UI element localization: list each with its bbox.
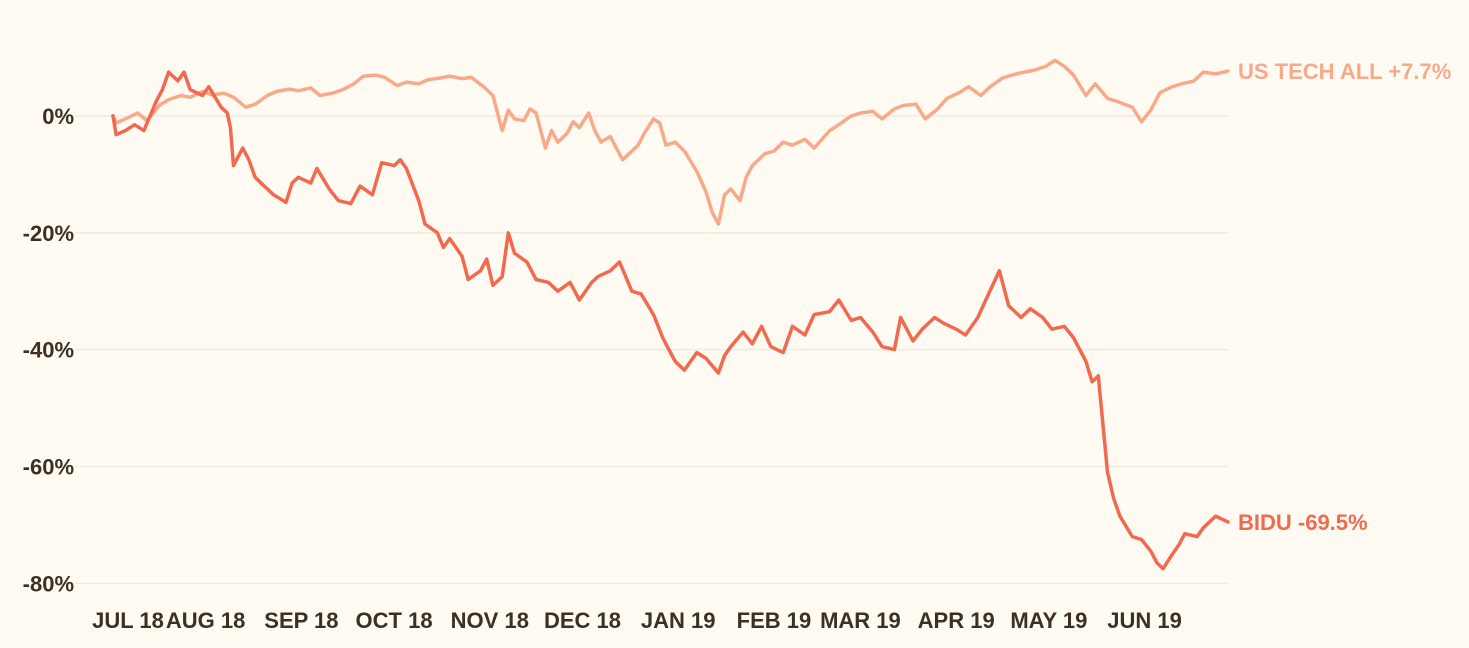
series-label-0: US TECH ALL +7.7%	[1238, 59, 1451, 84]
y-tick-label: -20%	[23, 221, 74, 246]
x-tick-label: MAY 19	[1010, 608, 1087, 633]
x-tick-label: NOV 18	[451, 608, 529, 633]
x-tick-label: JAN 19	[641, 608, 716, 633]
y-tick-label: -60%	[23, 454, 74, 479]
x-tick-label: AUG 18	[166, 608, 245, 633]
x-tick-label: APR 19	[918, 608, 995, 633]
series-line-0	[111, 58, 1230, 226]
x-axis-ticks: JUL 18 AUG 18 SEP 18 OCT 18 NOV 18 DEC 18 JAN …	[92, 608, 1182, 633]
y-tick-label: -80%	[23, 571, 74, 596]
y-axis-ticks: 0% -20% -40% -60% -80%	[23, 104, 74, 596]
x-tick-label: JUL 18	[92, 608, 164, 633]
series-label-1: BIDU -69.5%	[1238, 510, 1368, 535]
y-tick-label: 0%	[42, 104, 74, 129]
x-tick-label: DEC 18	[544, 608, 621, 633]
series-labels: US TECH ALL +7.7% BIDU -69.5%	[1238, 59, 1451, 535]
y-tick-label: -40%	[23, 338, 74, 363]
series-line-1	[111, 70, 1230, 571]
x-tick-label: OCT 18	[356, 608, 433, 633]
x-tick-label: MAR 19	[820, 608, 901, 633]
grid-lines	[75, 115, 1228, 585]
x-tick-label: SEP 18	[264, 608, 338, 633]
x-tick-label: JUN 19	[1107, 608, 1182, 633]
x-tick-label: FEB 19	[737, 608, 812, 633]
series-lines	[111, 58, 1230, 571]
